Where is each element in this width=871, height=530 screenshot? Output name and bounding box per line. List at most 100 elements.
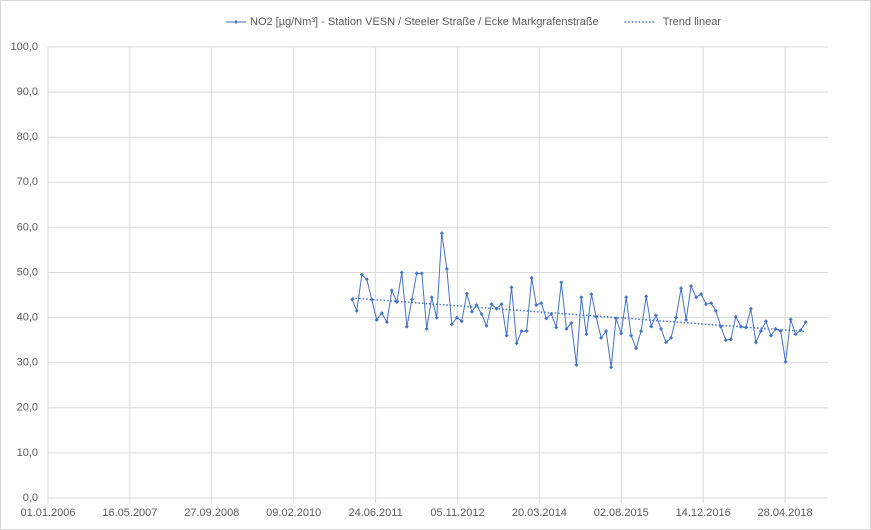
data-point (559, 280, 564, 285)
x-tick-label: 14.12.2016 (676, 507, 731, 519)
data-point (489, 302, 494, 307)
y-tick-label: 50,0 (17, 266, 38, 278)
data-point (434, 315, 439, 320)
data-point (389, 288, 394, 293)
legend-label: Trend linear (663, 16, 722, 28)
data-point (748, 306, 753, 311)
data-point (499, 302, 504, 307)
data-point (449, 322, 454, 327)
data-point (359, 272, 364, 277)
data-point (509, 285, 514, 290)
y-tick-label: 30,0 (17, 357, 38, 369)
data-point (399, 270, 404, 275)
x-tick-label: 05.11.2012 (430, 507, 484, 519)
legend-label: NO2 [µg/Nm³] - Station VESN / Steeler St… (250, 16, 599, 28)
data-point (554, 325, 559, 330)
data-point (414, 271, 419, 276)
data-point (444, 266, 449, 271)
data-point (694, 295, 699, 300)
data-point (604, 329, 609, 334)
data-point (634, 346, 639, 351)
y-tick-label: 90,0 (17, 86, 38, 98)
data-point (454, 315, 459, 320)
data-point (609, 365, 614, 370)
data-point (514, 341, 519, 346)
data-point (599, 335, 604, 340)
data-point (704, 302, 709, 307)
x-tick-label: 02.08.2015 (594, 507, 649, 519)
data-point (519, 329, 524, 334)
x-tick-label: 16.05.2007 (102, 507, 157, 519)
data-point (529, 275, 534, 280)
data-point (479, 311, 484, 316)
data-point (619, 331, 624, 336)
data-point (788, 317, 793, 322)
data-point (464, 291, 469, 296)
data-point (569, 321, 574, 326)
trend-line (352, 297, 806, 333)
data-point (644, 294, 649, 299)
data-point (728, 337, 733, 342)
data-point (629, 333, 634, 338)
y-tick-label: 10,0 (17, 447, 38, 459)
data-point (684, 317, 689, 322)
data-point (459, 319, 464, 324)
x-tick-label: 27.09.2008 (184, 507, 239, 519)
legend-marker (234, 20, 238, 24)
data-point (424, 326, 429, 331)
data-point (534, 302, 539, 307)
data-point (699, 292, 704, 297)
data-point (564, 326, 569, 331)
y-tick-label: 60,0 (17, 221, 38, 233)
data-point (369, 297, 374, 302)
x-tick-label: 09.02.2010 (266, 507, 321, 519)
data-point (589, 292, 594, 297)
x-tick-label: 20.03.2014 (512, 507, 567, 519)
data-point (379, 311, 384, 316)
data-point (733, 314, 738, 319)
data-point (783, 359, 788, 364)
data-point (469, 309, 474, 314)
data-point (763, 319, 768, 324)
data-point (723, 338, 728, 343)
data-point (624, 295, 629, 300)
data-point (429, 295, 434, 300)
data-point (689, 284, 694, 289)
data-point (524, 329, 529, 334)
data-point (669, 335, 674, 340)
data-point (404, 324, 409, 329)
x-tick-label: 24.06.2011 (348, 507, 402, 519)
data-point (544, 316, 549, 321)
data-point (574, 362, 579, 367)
data-point (713, 308, 718, 313)
x-tick-label: 28.04.2018 (758, 507, 813, 519)
data-point (793, 332, 798, 337)
data-point (539, 301, 544, 306)
data-point (409, 297, 414, 302)
y-tick-label: 70,0 (17, 176, 38, 188)
data-point (579, 295, 584, 300)
data-point (803, 320, 808, 325)
data-point (753, 340, 758, 345)
data-point (758, 329, 763, 334)
y-tick-label: 40,0 (17, 312, 38, 324)
data-point (768, 333, 773, 338)
data-point (484, 323, 489, 328)
y-tick-label: 100,0 (10, 41, 38, 53)
data-point (654, 313, 659, 318)
data-point (354, 308, 359, 313)
data-point (474, 302, 479, 307)
y-tick-label: 0,0 (23, 492, 38, 504)
data-point (664, 340, 669, 345)
x-tick-label: 01.01.2006 (20, 507, 75, 519)
data-point (649, 324, 654, 329)
data-point (419, 271, 424, 276)
data-point (709, 301, 714, 306)
y-tick-label: 80,0 (17, 131, 38, 143)
data-point (673, 315, 678, 320)
y-tick-label: 20,0 (17, 402, 38, 414)
data-point (659, 326, 664, 331)
data-point (639, 329, 644, 334)
